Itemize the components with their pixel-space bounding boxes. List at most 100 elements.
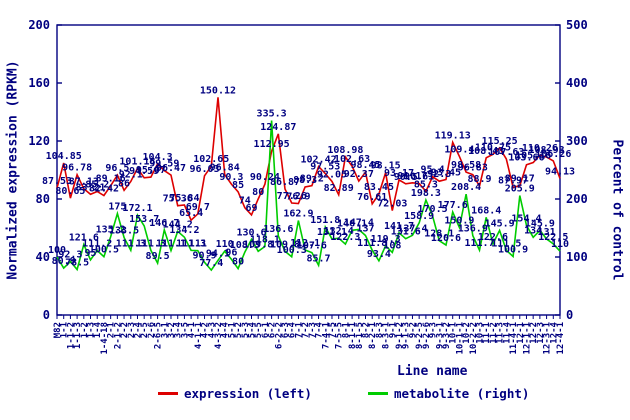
left-axis-tick-label: 200 bbox=[28, 18, 50, 32]
point-label: 111.2 bbox=[82, 239, 112, 250]
point-label: 95 bbox=[85, 248, 97, 259]
point-label: 88.3 bbox=[293, 175, 317, 186]
point-label: 69 bbox=[245, 203, 257, 214]
x-axis-tick-label: 6-2-2 bbox=[274, 322, 284, 349]
point-label: 93.17 bbox=[384, 168, 414, 179]
point-label: 96.78 bbox=[62, 163, 92, 174]
x-axis-tick-label: 1-1-2 bbox=[66, 322, 76, 349]
point-label: 120.6 bbox=[431, 233, 461, 244]
legend: expression (left) metabolite (right) bbox=[158, 386, 529, 401]
x-axis-tick-label: 8-1-1 bbox=[348, 322, 358, 349]
expression-line-swatch bbox=[158, 392, 178, 395]
x-axis-tick-label: 12-4-1 bbox=[556, 322, 566, 355]
x-axis-tick-label: 9-2-5 bbox=[415, 322, 425, 349]
x-axis-tick-label: 8-2 bbox=[362, 322, 372, 338]
point-label: 122.6 bbox=[478, 232, 508, 243]
right-axis-tick-label: 0 bbox=[566, 308, 573, 322]
point-label: 133.5 bbox=[109, 226, 139, 237]
point-label: 90.24 bbox=[250, 172, 280, 183]
point-label: 88.9 bbox=[467, 174, 491, 185]
point-label: 154.4 bbox=[511, 213, 541, 224]
point-label: 100.5 bbox=[89, 245, 119, 256]
point-label: 172.1 bbox=[122, 203, 152, 214]
point-label: 90.3 bbox=[219, 172, 243, 183]
point-label: 111.3 bbox=[116, 238, 146, 249]
point-label: 131.1 bbox=[317, 227, 347, 238]
point-label: 131.6 bbox=[391, 227, 421, 238]
left-axis-tick-label: 0 bbox=[43, 308, 50, 322]
point-label: 100.9 bbox=[498, 244, 528, 255]
right-axis-tick-label: 100 bbox=[566, 250, 588, 264]
point-label: 83.21 bbox=[75, 182, 105, 193]
legend-label-expression: expression (left) bbox=[184, 386, 312, 401]
x-axis-tick-label: 2-2 bbox=[120, 322, 130, 338]
point-label: 96.84 bbox=[210, 163, 240, 174]
right-axis-tick-label: 400 bbox=[566, 76, 588, 90]
point-label: 102.65 bbox=[193, 154, 229, 165]
metabolite-point-labels: 10080.992.378.5121.695111.2100.5135.2175… bbox=[48, 109, 569, 270]
x-axis-tick-label: 6-1 bbox=[261, 322, 271, 338]
point-label: 175 bbox=[108, 202, 126, 213]
point-label: 82.89 bbox=[324, 183, 354, 194]
point-label: 101.18 bbox=[119, 156, 155, 167]
point-label: 150.12 bbox=[200, 85, 236, 96]
point-label: 102.42 bbox=[300, 154, 336, 165]
legend-item-metabolite: metabolite (right) bbox=[367, 386, 529, 401]
x-axis-tick-label: 5-1 bbox=[227, 322, 237, 338]
point-label: 98.15 bbox=[371, 161, 401, 172]
point-label: 78.5 bbox=[65, 257, 89, 268]
point-label: 111.7 bbox=[464, 238, 494, 249]
x-axis-tick-label: 1-4-18 bbox=[100, 322, 110, 355]
x-axis-tick-label: 2-4 bbox=[133, 321, 143, 338]
point-label: 99.59 bbox=[149, 159, 179, 170]
point-label: 75.84 bbox=[169, 193, 199, 204]
x-axis-tick-label: 2-5 bbox=[140, 322, 150, 338]
point-label: 109.8 bbox=[243, 239, 273, 250]
x-axis-tick-label: 12-1 bbox=[516, 322, 526, 344]
x-axis-tick-label: 1-1 bbox=[60, 322, 70, 338]
x-axis-tick-label: 10-1 bbox=[449, 322, 459, 344]
point-label: 168.4 bbox=[471, 205, 501, 216]
x-axis-tick-label: 1-3 bbox=[87, 322, 97, 338]
point-label: 94.1 bbox=[206, 248, 230, 259]
point-label: 135.2 bbox=[96, 225, 126, 236]
point-label: 137 bbox=[356, 224, 374, 235]
point-label: 141.7 bbox=[384, 221, 414, 232]
left-axis-title: Normalized expression (RPKM) bbox=[5, 60, 21, 280]
point-label: 93.4 bbox=[367, 249, 391, 260]
point-label: 98.45 bbox=[350, 160, 380, 171]
left-axis-tick-label: 120 bbox=[28, 134, 50, 148]
x-axis-tick-label: 7-4 bbox=[315, 321, 325, 338]
x-axis-tick-label: 1-1-3 bbox=[73, 322, 83, 349]
x-axis-tick-label: 3-2 bbox=[167, 322, 177, 338]
point-label: 110 bbox=[551, 239, 569, 250]
point-label: 147.4 bbox=[344, 218, 374, 229]
point-label: 103.66 bbox=[508, 153, 544, 164]
point-label: 80 bbox=[252, 187, 264, 198]
point-label: 77.4 bbox=[199, 258, 223, 269]
x-axis-tick-label: 11-1 bbox=[482, 322, 492, 344]
point-label: 134.2 bbox=[169, 225, 199, 236]
point-label: 95.07 bbox=[136, 165, 166, 176]
point-label: 151.8 bbox=[310, 215, 340, 226]
x-axis-tick-label: 7-5-5 bbox=[335, 322, 345, 349]
point-label: 100.3 bbox=[277, 245, 307, 256]
x-axis-tick-label: 2-6-5 bbox=[154, 322, 164, 349]
point-label: 107.63 bbox=[488, 147, 524, 158]
point-label: 121.6 bbox=[69, 232, 99, 243]
point-label: 98.58 bbox=[451, 160, 481, 171]
point-label: 108.43 bbox=[468, 146, 504, 157]
x-axis-tick-label: 8-3-1 bbox=[382, 322, 392, 349]
x-axis-tick-label: 12-3-1 bbox=[543, 322, 553, 355]
x-axis-tick-label: 9-3-1 bbox=[435, 322, 445, 349]
x-axis-tick-label: 2-3 bbox=[127, 322, 137, 338]
point-label: 110.26 bbox=[522, 143, 558, 154]
point-label: 198.3 bbox=[411, 188, 441, 199]
point-label: 92.3 bbox=[58, 249, 82, 260]
x-axis-tick-label: 10-3 bbox=[476, 322, 486, 344]
x-axis-tick-label: 11-3 bbox=[496, 322, 506, 344]
x-axis-tick-label: 9-1-3 bbox=[402, 322, 412, 349]
point-label: 108.93 bbox=[529, 145, 565, 156]
point-label: 89.5 bbox=[146, 251, 170, 262]
point-label: 153.7 bbox=[129, 214, 159, 225]
